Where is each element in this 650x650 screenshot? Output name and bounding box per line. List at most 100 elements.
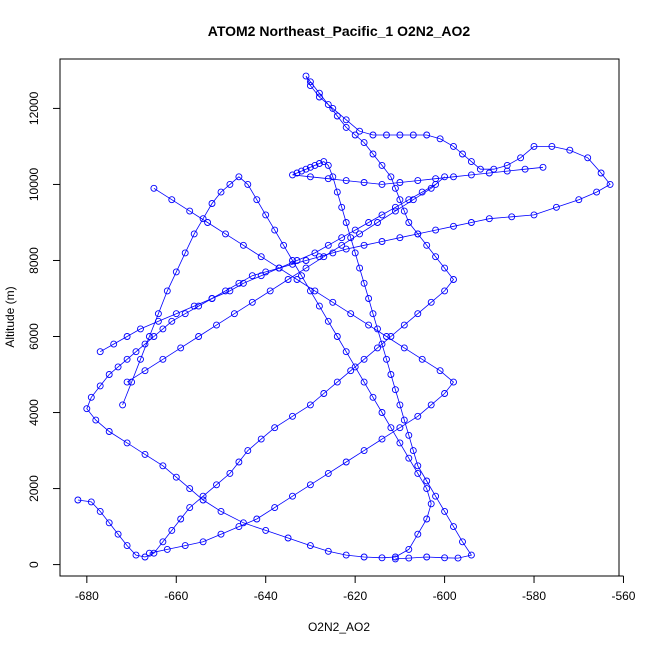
data-point	[441, 554, 449, 562]
data-point	[83, 405, 91, 413]
data-point	[552, 203, 560, 211]
data-point	[96, 382, 104, 390]
data-point	[235, 279, 243, 287]
x-tick-label: -640	[254, 589, 278, 603]
data-point	[356, 264, 364, 272]
series-1	[289, 158, 547, 563]
data-point	[222, 287, 229, 295]
data-point	[400, 344, 408, 352]
data-point	[423, 553, 431, 561]
data-point	[378, 238, 386, 245]
data-point	[302, 165, 310, 173]
data-point	[306, 78, 314, 86]
data-point	[347, 367, 355, 375]
data-point	[114, 363, 122, 371]
data-point	[503, 167, 511, 175]
data-point	[347, 310, 355, 318]
data-point	[271, 504, 279, 512]
y-axis: 0 2000 4000 6000 8000 10000 12000	[27, 91, 61, 568]
data-point	[383, 131, 390, 139]
data-point	[244, 447, 252, 455]
data-point	[199, 492, 207, 500]
data-point	[400, 321, 408, 329]
data-point	[141, 553, 149, 561]
data-point	[396, 131, 404, 139]
x-tick-label: -580	[522, 589, 546, 603]
data-point	[181, 542, 189, 550]
data-point	[141, 450, 149, 458]
data-point	[324, 241, 332, 249]
data-point	[186, 485, 194, 493]
data-point	[378, 161, 386, 169]
data-point	[213, 321, 220, 329]
data-point	[298, 167, 305, 175]
data-point	[257, 253, 265, 261]
data-point	[391, 207, 399, 215]
data-point	[396, 196, 404, 204]
data-point	[159, 325, 167, 333]
data-point	[391, 184, 399, 192]
data-point	[230, 310, 238, 318]
data-point	[181, 310, 189, 318]
data-point	[356, 230, 364, 238]
data-point	[414, 469, 422, 477]
data-point	[195, 302, 203, 310]
data-point	[338, 234, 346, 242]
data-point	[467, 171, 475, 179]
data-point	[342, 116, 350, 124]
data-point	[320, 253, 328, 261]
y-tick-label: 12000	[27, 91, 41, 125]
data-point	[145, 549, 153, 557]
data-point	[391, 203, 399, 211]
data-point	[391, 555, 399, 563]
data-point	[521, 165, 529, 173]
data-point	[436, 135, 444, 143]
data-point	[123, 355, 131, 363]
data-point	[369, 131, 377, 139]
data-point	[324, 317, 332, 325]
data-point	[356, 127, 364, 135]
data-point	[324, 469, 332, 477]
data-point	[208, 200, 216, 207]
data-point	[190, 302, 198, 310]
data-point	[405, 554, 413, 562]
data-point	[208, 295, 216, 302]
data-point	[186, 504, 194, 512]
data-point	[172, 268, 180, 276]
data-point	[575, 196, 583, 204]
data-point	[342, 348, 350, 356]
data-point	[280, 241, 288, 249]
data-point	[239, 241, 247, 249]
series-3	[145, 184, 457, 557]
data-point	[441, 390, 449, 397]
data-point	[306, 481, 314, 489]
data-point	[289, 171, 296, 179]
data-point	[311, 287, 319, 295]
data-point	[450, 142, 457, 150]
data-point	[441, 507, 449, 515]
data-point	[306, 163, 314, 171]
data-point	[396, 401, 404, 409]
data-point	[423, 515, 431, 523]
data-point	[123, 378, 131, 386]
data-point	[244, 180, 252, 188]
data-point	[293, 169, 301, 177]
data-point	[405, 196, 413, 204]
data-point	[360, 355, 368, 363]
data-point	[248, 272, 256, 280]
data-point	[378, 180, 386, 188]
data-point	[204, 219, 212, 226]
data-point	[441, 287, 449, 295]
data-point	[378, 340, 386, 348]
data-point	[333, 333, 341, 340]
y-tick-label: 8000	[27, 247, 41, 274]
data-point	[360, 139, 368, 147]
data-point	[284, 534, 292, 542]
data-point	[132, 551, 140, 559]
data-point	[414, 230, 422, 238]
data-point	[123, 542, 131, 550]
data-point	[168, 317, 176, 325]
data-point	[119, 401, 127, 409]
data-point	[262, 526, 270, 534]
data-point	[378, 211, 386, 219]
